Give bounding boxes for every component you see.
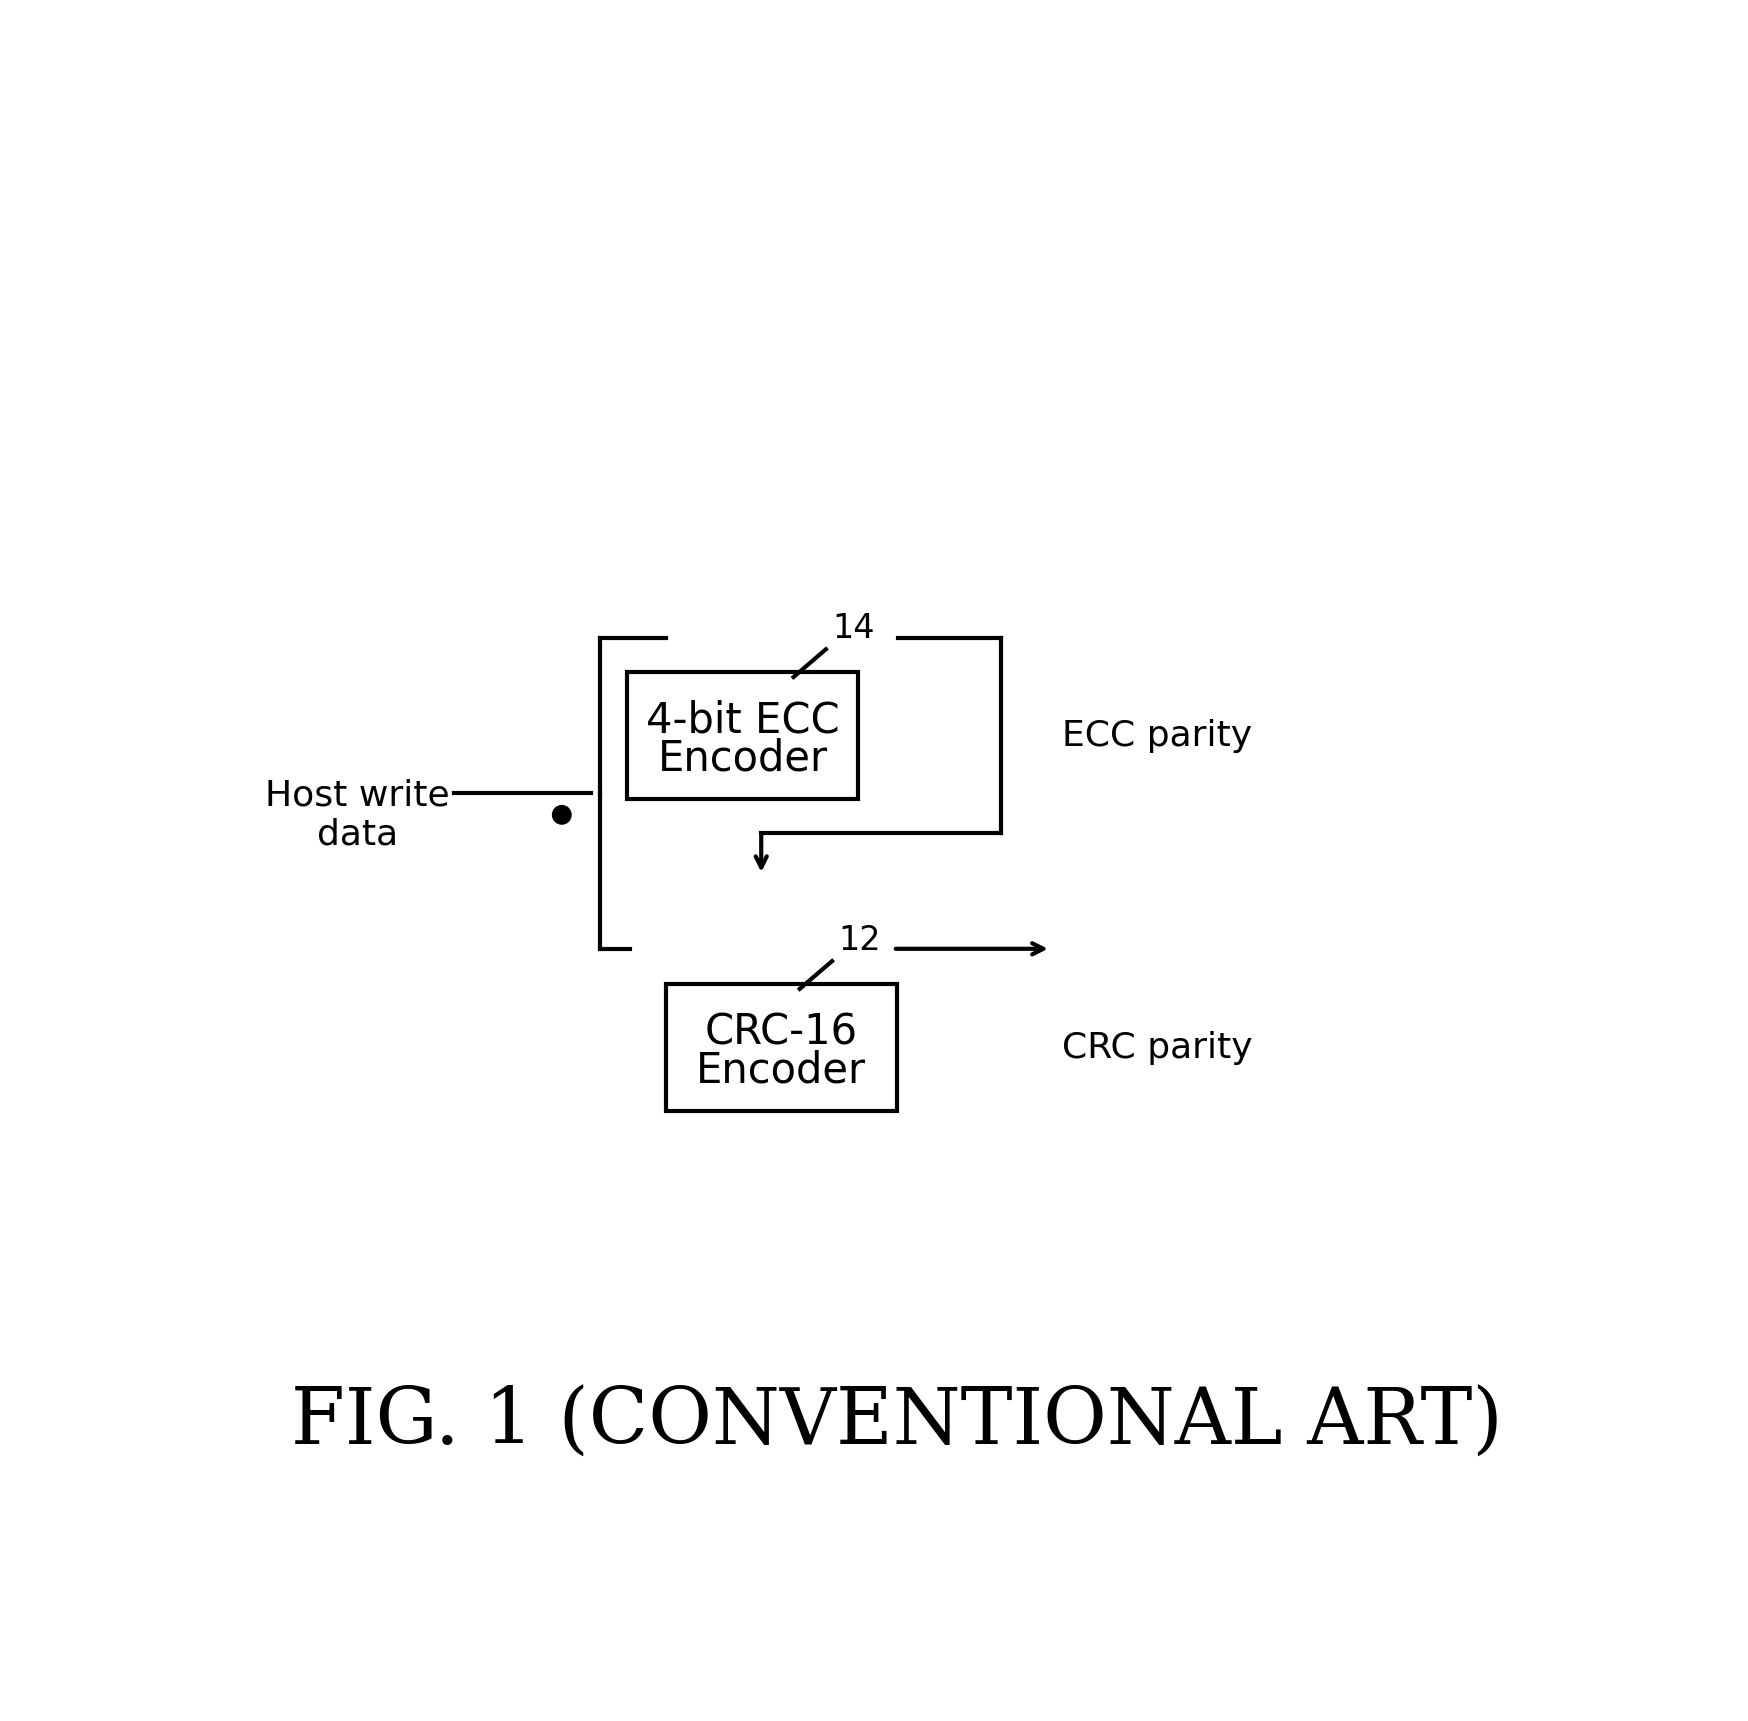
Bar — [628, 673, 858, 800]
Text: ECC parity: ECC parity — [1061, 719, 1252, 754]
Text: Encoder: Encoder — [696, 1050, 865, 1091]
Text: 12: 12 — [837, 924, 881, 957]
Bar — [666, 984, 897, 1112]
Text: Host write
data: Host write data — [266, 778, 449, 852]
Text: Encoder: Encoder — [657, 738, 827, 780]
Circle shape — [552, 805, 570, 824]
Text: 14: 14 — [832, 613, 874, 645]
Text: 4-bit ECC: 4-bit ECC — [645, 700, 839, 742]
Text: CRC-16: CRC-16 — [704, 1012, 857, 1053]
Text: FIG. 1 (CONVENTIONAL ART): FIG. 1 (CONVENTIONAL ART) — [290, 1385, 1502, 1461]
Text: CRC parity: CRC parity — [1061, 1031, 1252, 1065]
